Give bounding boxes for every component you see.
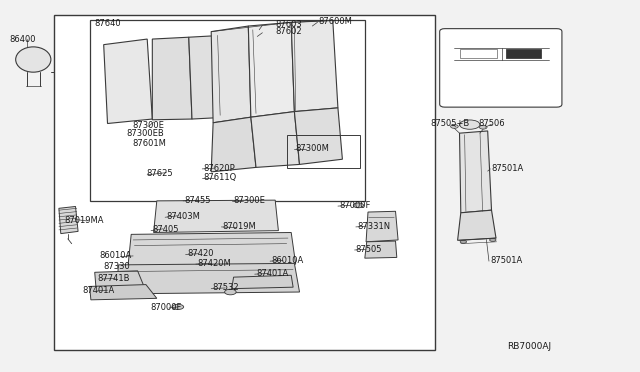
Ellipse shape <box>451 125 458 128</box>
Polygon shape <box>460 131 492 213</box>
Text: 87300E: 87300E <box>132 121 164 130</box>
Text: 87331N: 87331N <box>357 222 390 231</box>
Bar <box>287 135 360 168</box>
Text: 87403M: 87403M <box>166 212 200 221</box>
Text: 87455: 87455 <box>184 196 211 205</box>
Bar <box>90 20 365 201</box>
Text: 87401A: 87401A <box>82 286 114 295</box>
Polygon shape <box>365 241 397 258</box>
FancyBboxPatch shape <box>440 29 562 107</box>
Polygon shape <box>211 117 256 172</box>
Polygon shape <box>90 285 157 300</box>
Text: 87506: 87506 <box>479 119 506 128</box>
Polygon shape <box>152 37 192 120</box>
Text: 87501A: 87501A <box>490 256 522 265</box>
Polygon shape <box>154 200 278 232</box>
Text: 87611Q: 87611Q <box>204 173 237 182</box>
Text: 87420M: 87420M <box>197 259 231 268</box>
Text: 87300E: 87300E <box>234 196 266 205</box>
Text: 87505+B: 87505+B <box>431 119 470 128</box>
Text: RB7000AJ: RB7000AJ <box>508 342 552 351</box>
Ellipse shape <box>479 125 487 129</box>
Polygon shape <box>211 26 251 123</box>
Text: 87330: 87330 <box>104 262 131 271</box>
Polygon shape <box>189 35 227 119</box>
Text: 87000F: 87000F <box>339 201 371 210</box>
Polygon shape <box>128 232 296 266</box>
Bar <box>506 49 541 58</box>
Text: 87620P: 87620P <box>204 164 236 173</box>
Text: 87300M: 87300M <box>296 144 330 153</box>
Text: 87602: 87602 <box>275 28 302 36</box>
Bar <box>506 49 541 58</box>
Polygon shape <box>458 210 496 240</box>
Text: 87401A: 87401A <box>256 269 288 278</box>
Polygon shape <box>59 206 78 234</box>
Polygon shape <box>95 271 144 288</box>
Text: 87501A: 87501A <box>492 164 524 173</box>
Polygon shape <box>116 263 300 294</box>
Text: 87640: 87640 <box>95 19 122 28</box>
Text: 87405: 87405 <box>152 225 179 234</box>
Text: 87741B: 87741B <box>97 274 130 283</box>
Text: 87420: 87420 <box>187 249 213 258</box>
Polygon shape <box>232 275 293 289</box>
Text: 87300EB: 87300EB <box>126 129 164 138</box>
Text: 87505: 87505 <box>356 245 382 254</box>
Text: 86010A: 86010A <box>271 256 303 265</box>
Bar <box>54 15 435 350</box>
Ellipse shape <box>353 203 364 208</box>
Ellipse shape <box>460 240 467 243</box>
Polygon shape <box>366 211 398 242</box>
Text: 87532: 87532 <box>212 283 239 292</box>
Bar <box>460 49 497 58</box>
Ellipse shape <box>225 289 236 295</box>
Text: 87019M: 87019M <box>223 222 257 231</box>
Polygon shape <box>291 20 338 112</box>
Text: 87000F: 87000F <box>150 303 182 312</box>
Polygon shape <box>248 22 294 117</box>
Polygon shape <box>251 112 300 167</box>
Text: 87625: 87625 <box>146 169 173 178</box>
Text: 87603: 87603 <box>275 20 302 29</box>
Ellipse shape <box>15 47 51 72</box>
Text: 87601M: 87601M <box>132 139 166 148</box>
Ellipse shape <box>172 304 184 310</box>
Text: 87019MA: 87019MA <box>64 216 104 225</box>
Text: 87600M: 87600M <box>319 17 353 26</box>
Ellipse shape <box>490 238 496 241</box>
Polygon shape <box>104 39 152 124</box>
Text: 86400: 86400 <box>9 35 35 44</box>
Text: 86010A: 86010A <box>99 251 131 260</box>
Ellipse shape <box>460 120 480 129</box>
Polygon shape <box>294 108 342 164</box>
